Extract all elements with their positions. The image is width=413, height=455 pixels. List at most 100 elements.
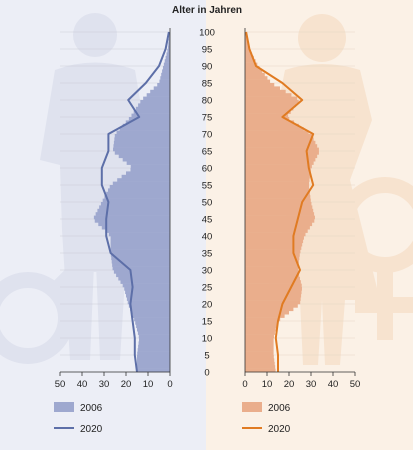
female-2006-bar-age-95	[245, 45, 250, 50]
female-2006-bar-age-33	[245, 256, 300, 261]
male-2006-bar-age-27	[118, 276, 170, 281]
male-2006-bar-age-59	[130, 168, 170, 172]
female-2006-bar-age-16	[245, 314, 285, 318]
male-2006-bar-age-62	[122, 157, 170, 162]
male-2006-bar-age-37	[110, 242, 170, 247]
female-2006-bar-age-71	[245, 127, 304, 131]
female-2006-bar-age-75	[245, 113, 289, 118]
male-2006-bar-age-57	[121, 174, 170, 179]
age-tick-label-40: 40	[202, 232, 213, 243]
female-2006-bar-age-34	[245, 253, 300, 257]
male-2006-bar-age-14	[135, 321, 170, 325]
female-2006-bar-age-32	[245, 259, 299, 264]
female-2006-bar-age-28	[245, 273, 300, 278]
legend-label-male-2006: 2006	[80, 403, 103, 414]
male-2006-bar-age-88	[162, 69, 170, 74]
male-2006-bar-age-30	[112, 266, 170, 271]
male-2006-bar-age-45	[93, 215, 170, 220]
female-2006-bar-age-51	[245, 195, 311, 199]
axes: 0 5 10 15 20 25 30 35 40 45 50 55 60 65 70 75 80 85 90 95 10…	[55, 28, 361, 391]
female-2006-bar-age-5	[245, 351, 274, 356]
male-2006-bar-age-79	[140, 100, 170, 104]
male-2006-bar-age-23	[125, 290, 170, 295]
male-2006-bar-age-10	[138, 334, 170, 339]
female-2006-bar-age-76	[245, 110, 291, 114]
female-2006-bar-age-96	[245, 42, 249, 46]
male-2006-bar-age-68	[114, 137, 170, 142]
female-2006-bar-age-15	[245, 317, 281, 322]
male-2006-bar-age-42	[101, 225, 170, 230]
age-tick-label-0: 0	[204, 368, 209, 379]
male-x-tick-label-0: 0	[167, 379, 172, 390]
male-2006-bar-age-28	[116, 273, 170, 278]
male-2006-bar-age-22	[126, 293, 170, 298]
female-figure-head	[298, 14, 346, 62]
female-2006-bar-age-23	[245, 290, 302, 295]
female-2006-bar-age-20	[245, 300, 301, 305]
male-2006-bar-age-71	[119, 127, 170, 131]
female-2020-line	[245, 31, 315, 372]
male-2006-bar-age-54	[109, 185, 170, 189]
female-2006-bar-age-83	[245, 86, 280, 91]
female-2006-bar-age-84	[245, 83, 275, 87]
male-figure-head	[73, 13, 117, 57]
male-2006-bar-age-18	[130, 307, 170, 312]
male-x-tick-label-40: 40	[77, 379, 88, 390]
male-2006-bar-age-12	[137, 327, 170, 332]
male-2006-bar-age-77	[135, 106, 170, 111]
female-2006-bar-age-36	[245, 246, 302, 250]
female-2006-bar-age-6	[245, 348, 274, 352]
female-2006-bar-age-69	[245, 134, 312, 138]
female-2006-bar-age-45	[245, 215, 315, 220]
male-2006-bar-age-36	[110, 246, 170, 250]
male-2006-bar-age-49	[100, 202, 170, 206]
female-2006-bar-age-40	[245, 232, 306, 237]
legend-swatch-female-2006	[242, 402, 262, 412]
male-2006-bar-age-63	[118, 154, 170, 159]
legend-left: 2006 2020	[54, 402, 103, 435]
female-2006-bar-age-59	[245, 168, 311, 172]
male-2006-bar-age-76	[133, 110, 170, 114]
male-2006-bar-age-15	[134, 317, 170, 322]
male-2006-bar-age-99	[169, 32, 170, 36]
age-tick-label-55: 55	[202, 181, 213, 192]
male-2006-bar-age-50	[102, 198, 170, 203]
male-2006-bar-age-87	[161, 72, 170, 77]
female-2006-bar-age-93	[245, 52, 253, 57]
male-2006-bar-age-86	[160, 76, 170, 80]
female-2006-bar-age-27	[245, 276, 300, 281]
female-2006-bar-age-94	[245, 49, 251, 53]
male-2006-bar-age-7	[138, 344, 170, 349]
male-2006-bar-age-96	[168, 42, 170, 46]
female-2006-bar-age-54	[245, 185, 310, 189]
chart-title: Alter in Jahren	[172, 5, 242, 16]
female-2006-bar-age-98	[245, 35, 247, 40]
female-2006-bar-age-7	[245, 344, 274, 349]
female-2006-bar-age-12	[245, 327, 276, 332]
male-2006-bar-age-84	[157, 83, 170, 87]
female-x-tick-label-10: 10	[262, 379, 273, 390]
male-2006-bar-age-8	[138, 341, 170, 346]
female-2006-bar-age-42	[245, 225, 310, 230]
male-x-tick-label-30: 30	[99, 379, 110, 390]
age-tick-label-25: 25	[202, 283, 213, 294]
male-2006-bar-age-64	[114, 151, 170, 155]
male-2006-bar-age-41	[105, 229, 170, 233]
male-2006-bar-age-17	[131, 310, 170, 315]
male-2006-bar-age-51	[104, 195, 170, 199]
female-x-tick-label-50: 50	[350, 379, 361, 390]
male-2006-bar-age-9	[138, 338, 170, 342]
male-2006-bar-age-6	[137, 348, 170, 352]
legend-label-female-2020: 2020	[268, 424, 291, 435]
male-2006-bar-age-60	[130, 164, 170, 169]
female-2006-bar-age-17	[245, 310, 289, 315]
male-2006-bar-age-32	[111, 259, 170, 264]
female-2006-bar-age-90	[245, 62, 258, 67]
male-2006-bar-age-97	[168, 38, 170, 43]
legend-swatch-male-2006	[54, 402, 74, 412]
male-x-tick-label-20: 20	[121, 379, 132, 390]
male-2006-bar-age-38	[110, 239, 170, 244]
male-2006-bar-age-31	[112, 263, 170, 267]
